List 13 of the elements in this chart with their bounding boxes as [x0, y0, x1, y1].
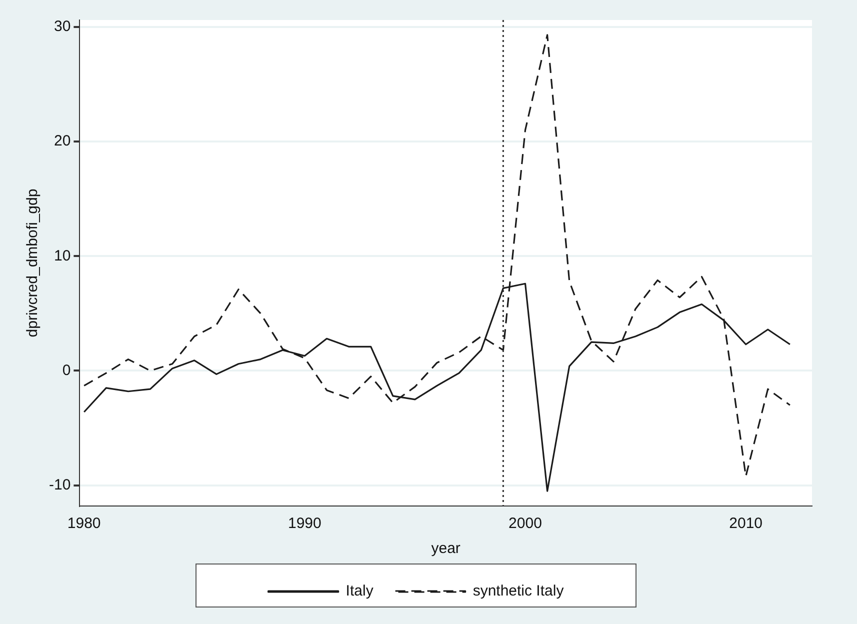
x-tick-label: 1990	[288, 515, 322, 532]
x-tick-label: 2000	[508, 515, 542, 532]
y-tick-label: 20	[54, 132, 71, 150]
y-tick-label: 0	[62, 362, 71, 379]
x-tick-label: 2010	[729, 515, 763, 532]
legend-label: Italy	[346, 582, 374, 600]
y-tick-label: 30	[54, 18, 71, 36]
y-tick-label: -10	[48, 476, 71, 494]
x-axis-title: year	[431, 540, 460, 558]
legend-label: synthetic Italy	[472, 582, 564, 600]
y-axis-title: dprivcred_dmbofi_gdp	[24, 188, 42, 338]
y-tick-label: 10	[54, 247, 71, 264]
x-tick-label: 1980	[67, 515, 101, 532]
